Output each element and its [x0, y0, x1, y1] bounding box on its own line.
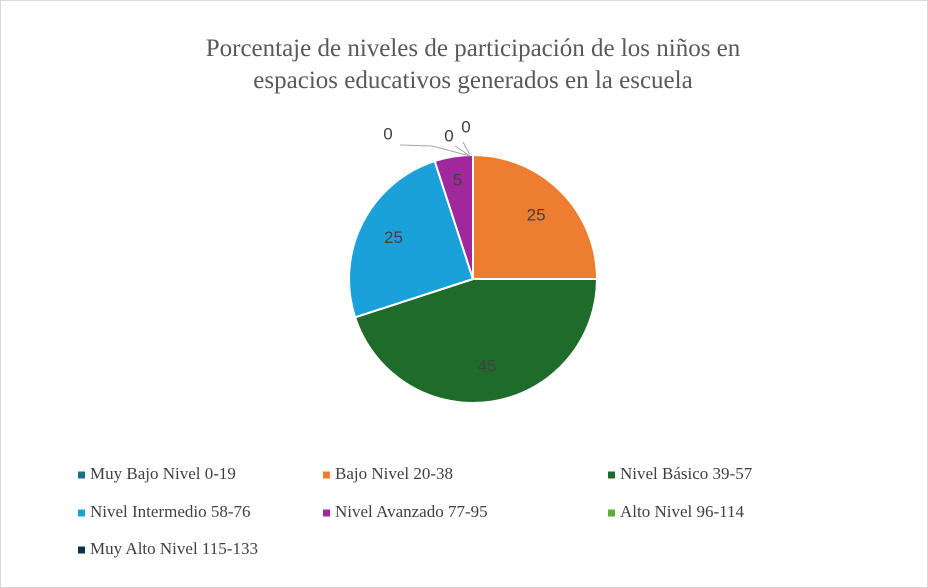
- leader-line: [462, 141, 471, 156]
- legend-label: Nivel Avanzado 77-95: [335, 502, 488, 521]
- data-label: 0: [444, 126, 453, 145]
- legend-label: Muy Alto Nivel 115-133: [90, 539, 258, 558]
- legend-label: Nivel Intermedio 58-76: [90, 502, 251, 521]
- leader-line: [454, 145, 471, 157]
- legend-marker: [78, 546, 85, 554]
- legend-label: Bajo Nivel 20-38: [335, 464, 453, 483]
- pie-slice: [348, 159, 475, 319]
- legend-marker: [323, 509, 330, 517]
- data-label: 0: [383, 124, 392, 143]
- legend-marker: [323, 471, 330, 479]
- legend-marker: [608, 471, 615, 479]
- data-label: 0: [461, 117, 470, 136]
- data-label: 45: [478, 357, 497, 376]
- chart-title: espacios educativos generados en la escu…: [253, 67, 692, 94]
- pie-slice: [472, 153, 599, 280]
- pie-slice: [353, 278, 599, 404]
- data-label: 25: [527, 205, 546, 224]
- legend-label: Alto Nivel 96-114: [620, 502, 745, 521]
- data-label: 25: [384, 228, 403, 247]
- legend-marker: [78, 471, 85, 479]
- leader-line: [399, 144, 471, 157]
- legend-label: Nivel Básico 39-57: [620, 464, 753, 483]
- legend-label: Muy Bajo Nivel 0-19: [90, 464, 236, 483]
- data-label: 5: [453, 171, 462, 190]
- legend-marker: [608, 509, 615, 517]
- legend-marker: [78, 509, 85, 517]
- chart-title: Porcentaje de niveles de participación d…: [206, 35, 741, 62]
